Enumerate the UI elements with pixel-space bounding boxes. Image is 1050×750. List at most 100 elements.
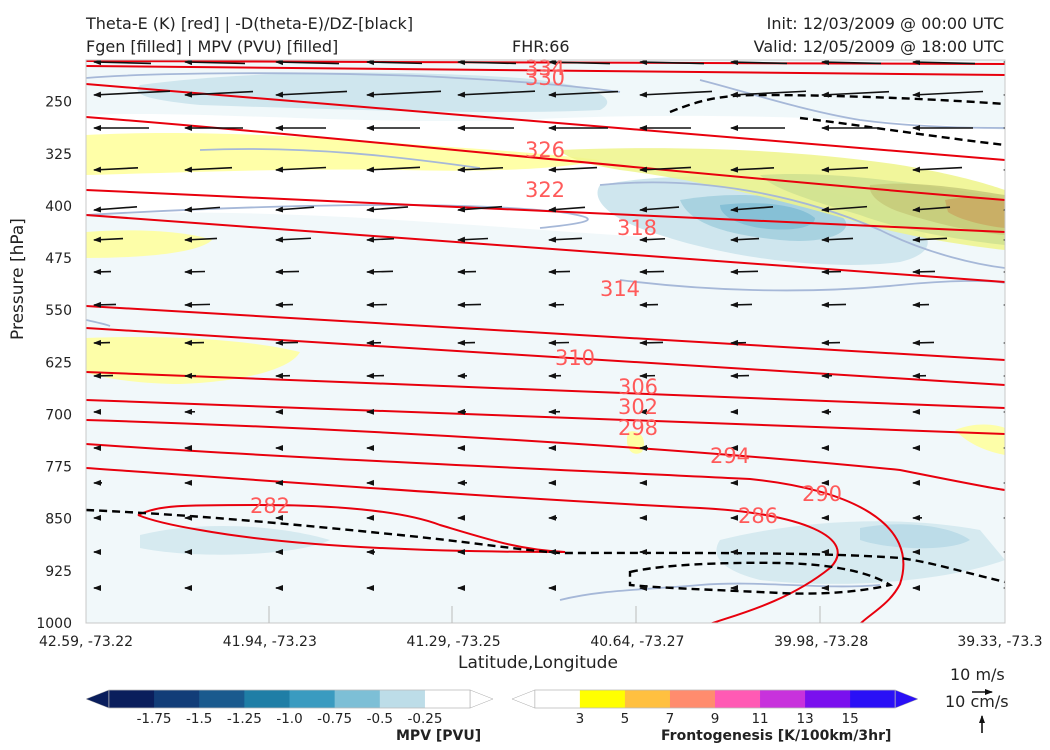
theta-e-label: 298 xyxy=(618,416,658,440)
wind-vector xyxy=(275,339,299,346)
colorbar-segment xyxy=(289,690,336,708)
stability-dashed-contours xyxy=(86,93,1005,595)
y-axis-label: Pressure [hPa] xyxy=(8,218,28,340)
y-tick-label: 625 xyxy=(45,355,72,371)
y-tick-label: 250 xyxy=(45,95,72,111)
x-tick-label: 39.98, -73.28 xyxy=(774,634,868,650)
colorbar-segment xyxy=(379,690,426,708)
wind-vector xyxy=(730,206,774,213)
theta-e-contour-labels: 282 2862902942983023063103143183223263303… xyxy=(250,56,842,528)
wind-vector xyxy=(93,205,138,213)
fgen-fill-region xyxy=(86,336,300,384)
valid-time: Valid: 12/05/2009 @ 18:00 UTC xyxy=(753,37,1004,56)
colorbar-tick-label: -0.25 xyxy=(407,711,442,727)
wind-vector xyxy=(730,90,807,98)
x-axis-ticks: 42.59, -73.22 41.94, -73.23 41.29, -73.25 4… xyxy=(39,634,1043,650)
colorbar-segment xyxy=(624,690,671,708)
plot-frame xyxy=(85,59,1006,624)
wind-vector xyxy=(93,166,139,173)
wind-vector xyxy=(184,268,206,275)
title-line-2: Fgen [filled] | MPV (PVU) [filled] xyxy=(86,37,339,56)
colorbar-segment xyxy=(108,690,155,708)
wind-vector xyxy=(821,166,869,173)
wind-vectors xyxy=(93,60,1005,591)
wind-vector xyxy=(457,60,517,66)
mpv-colorbar: -1.75 -1.5 -1.25 -1.0 -0.75 -0.5 -0.25 xyxy=(85,689,494,727)
colorbar-tick-label: -1.25 xyxy=(227,711,262,727)
colorbar-segment xyxy=(579,690,626,708)
wind-vector xyxy=(457,166,504,173)
wind-vector xyxy=(1003,60,1005,66)
x-tick-label: 41.29, -73.25 xyxy=(407,634,501,650)
colorbar-segment xyxy=(805,690,851,708)
theta-e-label: 326 xyxy=(525,138,565,162)
wind-vector xyxy=(1003,206,1005,213)
theta-e-label: 286 xyxy=(738,504,778,528)
wind-vector xyxy=(821,60,882,66)
wind-vector xyxy=(639,166,692,173)
colorbar-tick-label: 11 xyxy=(751,711,768,727)
mpv-fill-region xyxy=(140,525,330,555)
theta-e-label: 306 xyxy=(618,375,658,399)
theta-e-label: 310 xyxy=(555,346,595,370)
forecast-hour: FHR:66 xyxy=(512,37,570,56)
wind-vector xyxy=(275,268,300,275)
y-tick-label: 550 xyxy=(45,303,72,319)
wind-vector xyxy=(730,301,753,308)
x-tick-label: 40.64, -73.27 xyxy=(590,634,684,650)
y-tick-label: 700 xyxy=(45,407,72,423)
fgen-fill-region xyxy=(86,133,600,175)
wind-vector xyxy=(366,236,395,243)
wind-vector xyxy=(275,236,312,243)
wind-vector xyxy=(639,60,705,66)
y-tick-label: 1000 xyxy=(36,616,72,632)
reference-vertical-label: 10 cm/s xyxy=(945,692,1009,711)
colorbar-segment xyxy=(199,690,245,708)
colorbar-segment xyxy=(154,690,200,708)
wind-vector xyxy=(184,236,218,243)
colorbar-segment xyxy=(244,690,290,708)
wind-vector xyxy=(1003,91,1005,98)
wind-vector xyxy=(548,268,571,275)
theta-e-contour-lines xyxy=(86,60,1005,623)
wind-vector xyxy=(821,205,868,213)
wind-vector xyxy=(93,236,124,243)
colorbar-tick-label: 15 xyxy=(842,711,859,727)
colorbar-tick-label: 5 xyxy=(621,711,630,727)
theta-e-contour xyxy=(86,305,1005,361)
wind-vector xyxy=(93,301,117,308)
theta-e-contour xyxy=(86,399,1005,435)
init-time: Init: 12/03/2009 @ 00:00 UTC xyxy=(766,14,1004,33)
wind-vector xyxy=(1003,236,1005,243)
wind-vector xyxy=(93,60,152,66)
colorbar-tick-label: 3 xyxy=(576,711,585,727)
mpv-colorbar-label: MPV [PVU] xyxy=(396,728,482,744)
y-tick-label: 925 xyxy=(45,564,72,580)
wind-vector xyxy=(275,60,340,66)
theta-e-contour xyxy=(137,503,566,553)
fgen-fill-region xyxy=(945,197,1005,228)
wind-vector xyxy=(184,90,254,98)
wind-vector xyxy=(275,90,348,98)
theta-e-label: 318 xyxy=(617,216,657,240)
theta-e-label: 290 xyxy=(802,482,842,506)
theta-e-label: 282 xyxy=(250,494,290,518)
colorbar-tick-label: 9 xyxy=(711,711,720,727)
colorbar-tick-label: 13 xyxy=(796,711,813,727)
wind-vector xyxy=(548,166,598,173)
fgen-colorbar-label: Frontogenesis [K/100km/3hr] xyxy=(661,728,892,744)
colorbar-segment xyxy=(334,690,381,708)
x-axis-label: Latitude,Longitude xyxy=(458,653,618,673)
frontogenesis-colorbar: 3 5 7 9 11 13 15 xyxy=(511,689,919,727)
theta-e-contour xyxy=(86,83,1005,161)
colorbar-segment xyxy=(669,690,716,708)
theta-e-contour xyxy=(86,189,1005,233)
colorbar-tick-label: -1.75 xyxy=(137,711,172,727)
wind-vector xyxy=(912,60,976,66)
wind-vector xyxy=(730,60,788,66)
wind-vector xyxy=(184,166,233,173)
wind-vector xyxy=(366,60,423,66)
wind-vector xyxy=(93,90,171,98)
wind-vector xyxy=(457,90,536,98)
